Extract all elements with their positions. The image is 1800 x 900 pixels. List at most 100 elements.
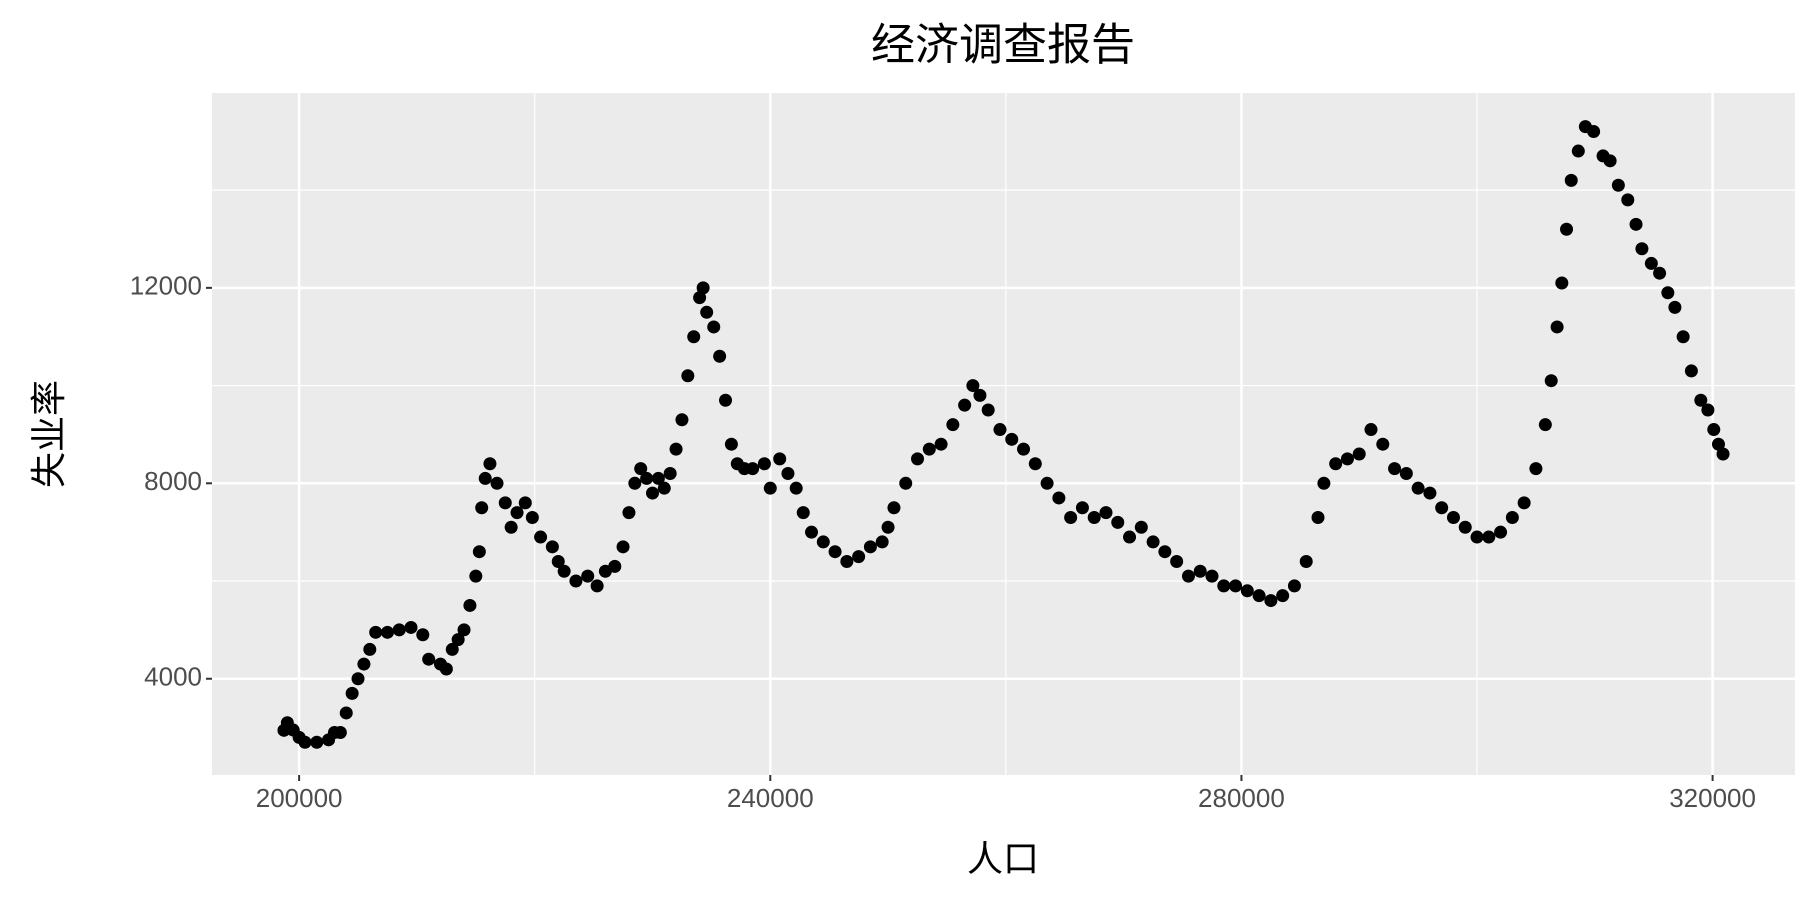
point <box>1538 418 1552 432</box>
point <box>1376 437 1390 451</box>
point <box>569 574 583 588</box>
point <box>1205 569 1219 583</box>
point <box>816 535 830 549</box>
point <box>1676 330 1690 344</box>
point <box>622 506 636 520</box>
point <box>1123 530 1137 544</box>
point <box>478 471 492 485</box>
point <box>1040 476 1054 490</box>
point <box>645 486 659 500</box>
point <box>1494 525 1508 539</box>
point <box>1694 393 1708 407</box>
point <box>628 476 642 490</box>
point <box>1644 256 1658 270</box>
point <box>840 554 854 568</box>
point <box>863 540 877 554</box>
point <box>899 476 913 490</box>
point <box>525 511 539 525</box>
point <box>946 418 960 432</box>
point <box>651 471 665 485</box>
point <box>1287 579 1301 593</box>
chart-title: 经济调查报告 <box>871 20 1135 71</box>
point <box>1329 457 1343 471</box>
x-tick-label: 280000 <box>1198 783 1285 813</box>
point <box>911 452 925 466</box>
point <box>796 506 810 520</box>
point <box>993 423 1007 437</box>
point <box>1017 442 1031 456</box>
point <box>789 481 803 495</box>
point <box>781 467 795 481</box>
point <box>445 642 459 656</box>
point <box>416 628 430 642</box>
point <box>1399 467 1413 481</box>
point <box>1411 481 1425 495</box>
point <box>483 457 497 471</box>
point <box>333 725 347 739</box>
point <box>724 437 738 451</box>
point <box>1364 423 1378 437</box>
point <box>1564 173 1578 187</box>
x-axis-title: 人口 <box>967 839 1039 880</box>
point <box>345 686 359 700</box>
point <box>1158 545 1172 559</box>
point <box>719 393 733 407</box>
point <box>805 525 819 539</box>
point <box>1252 589 1266 603</box>
point <box>1276 589 1290 603</box>
point <box>640 471 654 485</box>
point <box>1458 520 1472 534</box>
point <box>757 457 771 471</box>
point <box>693 291 707 305</box>
point <box>1482 530 1496 544</box>
point <box>1352 447 1366 461</box>
point <box>380 625 394 639</box>
point <box>1621 193 1635 207</box>
point <box>1505 511 1519 525</box>
point <box>696 281 710 295</box>
point <box>1423 486 1437 500</box>
point <box>1550 320 1564 334</box>
point <box>875 535 889 549</box>
point <box>1611 178 1625 192</box>
point <box>1661 286 1675 300</box>
point <box>1028 457 1042 471</box>
point <box>1701 403 1715 417</box>
point <box>1134 520 1148 534</box>
point <box>1111 515 1125 529</box>
point <box>746 462 760 476</box>
point <box>518 496 532 510</box>
y-tick-label: 8000 <box>144 466 202 496</box>
point <box>469 569 483 583</box>
point <box>1340 452 1354 466</box>
point <box>475 501 489 515</box>
point <box>1629 217 1643 231</box>
point <box>707 320 721 334</box>
point <box>1653 266 1667 280</box>
y-axis-title: 失业率 <box>29 380 70 488</box>
point <box>687 330 701 344</box>
point <box>1181 569 1195 583</box>
point <box>1668 300 1682 314</box>
point <box>958 398 972 412</box>
point <box>504 520 518 534</box>
point <box>1435 501 1449 515</box>
point <box>763 481 777 495</box>
point <box>1388 462 1402 476</box>
point <box>581 569 595 583</box>
point <box>887 501 901 515</box>
point <box>392 623 406 637</box>
point <box>1560 222 1574 236</box>
point <box>351 672 365 686</box>
point <box>551 554 565 568</box>
point <box>1087 511 1101 525</box>
point <box>981 403 995 417</box>
point <box>1470 530 1484 544</box>
point <box>1529 462 1543 476</box>
point <box>1571 144 1585 158</box>
y-tick-label: 4000 <box>144 662 202 692</box>
point <box>663 467 677 481</box>
point <box>339 706 353 720</box>
